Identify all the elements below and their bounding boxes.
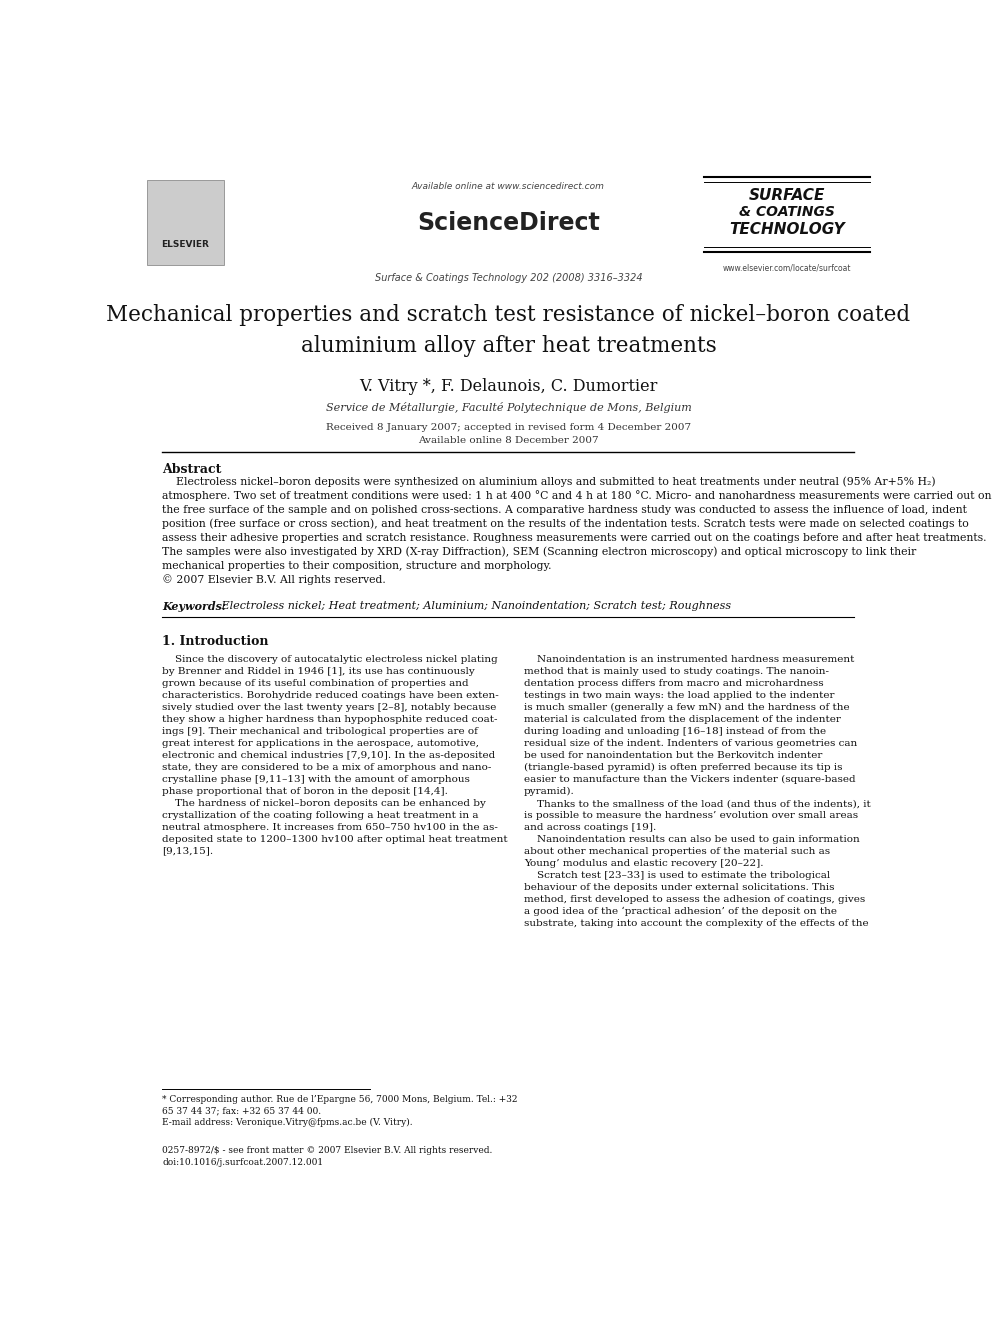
Text: Available online 8 December 2007: Available online 8 December 2007 bbox=[418, 437, 599, 445]
Text: Service de Métallurgie, Faculté Polytechnique de Mons, Belgium: Service de Métallurgie, Faculté Polytech… bbox=[325, 402, 691, 413]
Text: ELSEVIER: ELSEVIER bbox=[162, 239, 209, 249]
Text: Surface & Coatings Technology 202 (2008) 3316–3324: Surface & Coatings Technology 202 (2008)… bbox=[375, 273, 642, 283]
Text: ScienceDirect: ScienceDirect bbox=[417, 212, 600, 235]
Text: SURFACE: SURFACE bbox=[749, 188, 825, 202]
Text: Since the discovery of autocatalytic electroless nickel plating
by Brenner and R: Since the discovery of autocatalytic ele… bbox=[163, 655, 508, 856]
Text: Nanoindentation is an instrumented hardness measurement
method that is mainly us: Nanoindentation is an instrumented hardn… bbox=[524, 655, 871, 929]
Text: & COATINGS: & COATINGS bbox=[739, 205, 834, 220]
Text: www.elsevier.com/locate/surfcoat: www.elsevier.com/locate/surfcoat bbox=[722, 263, 851, 273]
Text: V. Vitry *, F. Delaunois, C. Dumortier: V. Vitry *, F. Delaunois, C. Dumortier bbox=[359, 378, 658, 396]
Text: Electroless nickel–boron deposits were synthesized on aluminium alloys and submi: Electroless nickel–boron deposits were s… bbox=[163, 476, 992, 585]
Text: Available online at www.sciencedirect.com: Available online at www.sciencedirect.co… bbox=[412, 181, 605, 191]
FancyBboxPatch shape bbox=[147, 180, 224, 265]
Text: Mechanical properties and scratch test resistance of nickel–boron coated
alumini: Mechanical properties and scratch test r… bbox=[106, 303, 911, 357]
Text: doi:10.1016/j.surfcoat.2007.12.001: doi:10.1016/j.surfcoat.2007.12.001 bbox=[163, 1158, 323, 1167]
Text: 0257-8972/$ - see front matter © 2007 Elsevier B.V. All rights reserved.: 0257-8972/$ - see front matter © 2007 El… bbox=[163, 1146, 493, 1155]
Text: * Corresponding author. Rue de l’Epargne 56, 7000 Mons, Belgium. Tel.: +32
65 37: * Corresponding author. Rue de l’Epargne… bbox=[163, 1095, 518, 1115]
Text: Electroless nickel; Heat treatment; Aluminium; Nanoindentation; Scratch test; Ro: Electroless nickel; Heat treatment; Alum… bbox=[218, 601, 731, 611]
Text: 1. Introduction: 1. Introduction bbox=[163, 635, 269, 648]
Text: Abstract: Abstract bbox=[163, 463, 222, 476]
Text: Received 8 January 2007; accepted in revised form 4 December 2007: Received 8 January 2007; accepted in rev… bbox=[325, 423, 691, 431]
Text: E-mail address: Veronique.Vitry@fpms.ac.be (V. Vitry).: E-mail address: Veronique.Vitry@fpms.ac.… bbox=[163, 1118, 413, 1127]
Text: TECHNOLOGY: TECHNOLOGY bbox=[729, 222, 844, 237]
Text: Keywords:: Keywords: bbox=[163, 601, 226, 611]
